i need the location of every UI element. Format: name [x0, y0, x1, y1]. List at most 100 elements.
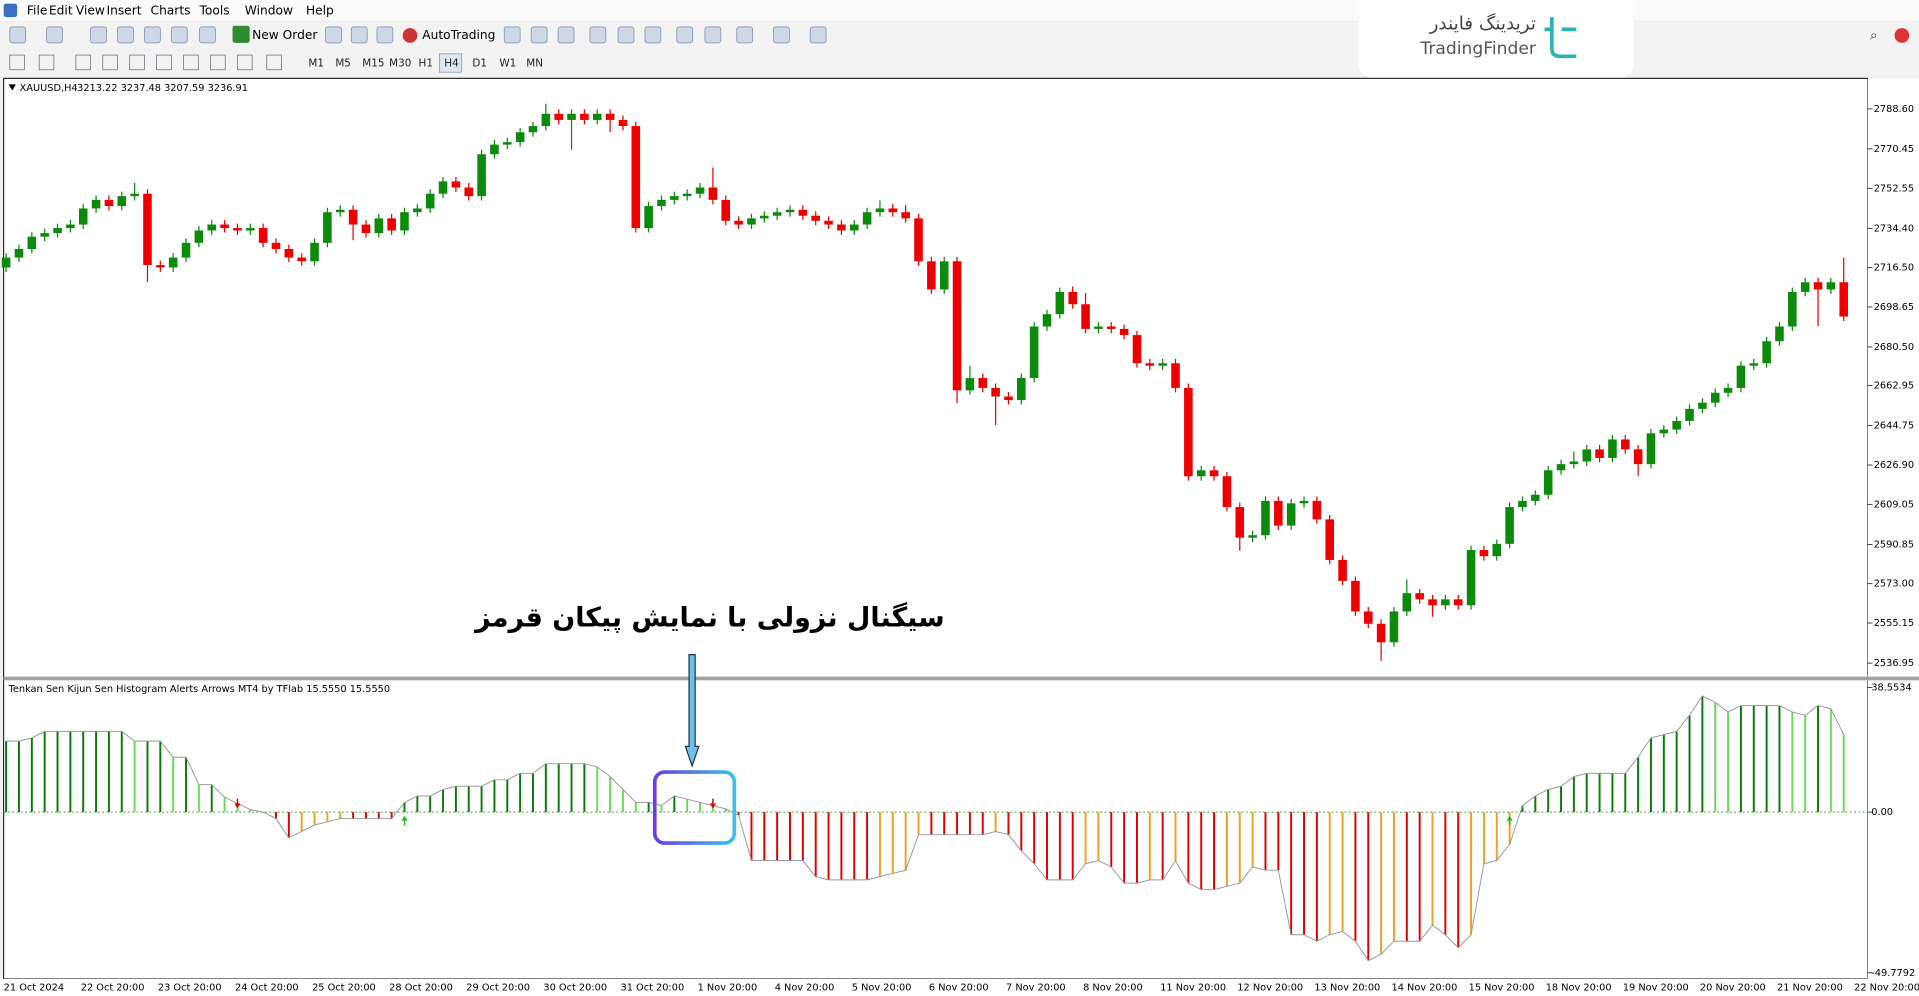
menu-item[interactable]: Insert — [106, 4, 141, 18]
toolbar-button[interactable] — [773, 26, 790, 44]
candle-body — [965, 378, 975, 391]
search-icon[interactable]: ⌕ — [1870, 28, 1878, 43]
drawing-tool[interactable] — [38, 54, 55, 71]
candle-body — [1248, 535, 1257, 538]
toolbar-button[interactable] — [704, 26, 722, 44]
toolbar-button[interactable] — [199, 26, 216, 44]
new-order-button[interactable]: New Order — [252, 28, 318, 42]
drawing-tool[interactable] — [237, 54, 253, 71]
candle-body — [772, 212, 782, 216]
time-label: 28 Oct 20:00 — [389, 982, 453, 993]
menu-item[interactable]: Window — [245, 4, 293, 18]
toolbar-button[interactable] — [46, 26, 63, 44]
toolbar-button[interactable] — [503, 26, 521, 44]
time-label: 8 Nov 20:00 — [1083, 982, 1143, 993]
candle-body — [1531, 494, 1540, 501]
candle-body — [1004, 396, 1013, 401]
toolbar-button[interactable] — [736, 26, 754, 44]
alert-icon[interactable] — [1894, 28, 1910, 43]
candle-body — [657, 199, 666, 207]
time-label: 14 Nov 20:00 — [1392, 982, 1458, 993]
candle-body — [939, 261, 949, 290]
drawing-tool[interactable] — [102, 54, 118, 71]
highlight-box — [652, 770, 737, 845]
autotrading-button[interactable]: AutoTrading — [422, 28, 495, 42]
drawing-tool[interactable] — [183, 54, 199, 71]
time-label: 7 Nov 20:00 — [1006, 982, 1066, 993]
toolbar-button[interactable] — [376, 26, 394, 44]
signal-arrow — [709, 798, 716, 809]
toolbar-button[interactable] — [557, 26, 575, 44]
selected-timeframe — [438, 53, 462, 73]
timeframe-button[interactable]: W1 — [499, 58, 516, 70]
price-axis — [1867, 78, 1919, 996]
menu-item[interactable]: Tools — [198, 4, 229, 18]
candle-body — [1196, 470, 1206, 477]
candle-body — [682, 193, 692, 197]
drawing-tool[interactable] — [9, 54, 25, 71]
toolbar-button[interactable] — [809, 26, 827, 44]
time-label: 1 Nov 20:00 — [698, 982, 758, 993]
candle-body — [1338, 559, 1347, 581]
menu-item[interactable]: Charts — [151, 4, 191, 18]
drawing-tool[interactable] — [129, 54, 145, 71]
candle-body — [695, 187, 705, 194]
drawing-tool[interactable] — [75, 54, 91, 71]
toolbar-button[interactable] — [530, 26, 548, 44]
candle-body — [1158, 363, 1167, 366]
toolbar-button[interactable] — [90, 26, 107, 44]
candle-body — [1017, 378, 1026, 401]
toolbar-button[interactable] — [676, 26, 694, 44]
menu-item[interactable]: File — [27, 4, 47, 18]
timeframe-button[interactable]: M30 — [389, 58, 411, 70]
timeframe-button[interactable]: M1 — [308, 58, 324, 70]
menu-item[interactable]: Help — [306, 4, 334, 18]
time-label: 23 Oct 20:00 — [158, 982, 222, 993]
candle-body — [477, 154, 486, 197]
candle-body — [1826, 282, 1836, 290]
toolbar-button[interactable] — [9, 26, 27, 44]
menu-item[interactable]: View — [76, 4, 105, 18]
candle-body — [1788, 291, 1797, 327]
candle-body — [914, 218, 923, 262]
toolbar-button[interactable] — [144, 26, 161, 44]
price-label: 2555.15 — [1874, 618, 1914, 629]
candle-body — [927, 261, 936, 290]
candle-body — [1633, 449, 1643, 465]
drawing-tool[interactable] — [156, 54, 172, 71]
candle-body — [1620, 439, 1630, 450]
toolbar-button[interactable] — [617, 26, 635, 44]
candle-body — [1595, 449, 1604, 458]
candle-body — [760, 215, 769, 219]
toolbar-button[interactable] — [117, 26, 134, 44]
candle-body — [1312, 500, 1322, 520]
toolbar-button[interactable] — [350, 26, 368, 44]
candle-body — [156, 265, 165, 268]
timeframe-button[interactable]: M5 — [335, 58, 351, 70]
candle-body — [117, 196, 127, 207]
toolbar-button[interactable] — [644, 26, 662, 44]
drawing-tool[interactable] — [210, 54, 226, 71]
signal-arrow — [234, 798, 241, 809]
menu-item[interactable]: Edit — [49, 4, 73, 18]
candle-body — [952, 261, 962, 391]
autotrading-icon — [402, 28, 418, 43]
timeframe-button[interactable]: D1 — [472, 58, 487, 70]
timeframe-button[interactable]: M15 — [362, 58, 384, 70]
price-label: 2609.05 — [1874, 499, 1914, 510]
chart-symbol: XAUUSD,H4 — [20, 83, 78, 94]
time-label: 29 Oct 20:00 — [466, 982, 530, 993]
candle-body — [1094, 326, 1103, 329]
timeframe-button[interactable]: MN — [526, 58, 543, 70]
price-label: 2573.00 — [1874, 579, 1914, 590]
candle-body — [284, 248, 294, 258]
timeframe-button[interactable]: H1 — [419, 58, 433, 70]
toolbar-button[interactable] — [589, 26, 607, 44]
candle-body — [1723, 387, 1733, 393]
toolbar-button[interactable] — [325, 26, 342, 44]
toolbar-button[interactable] — [170, 26, 188, 44]
candle-body — [53, 228, 62, 234]
drawing-tool[interactable] — [266, 54, 282, 71]
timeframe-button[interactable]: H4 — [444, 58, 459, 70]
